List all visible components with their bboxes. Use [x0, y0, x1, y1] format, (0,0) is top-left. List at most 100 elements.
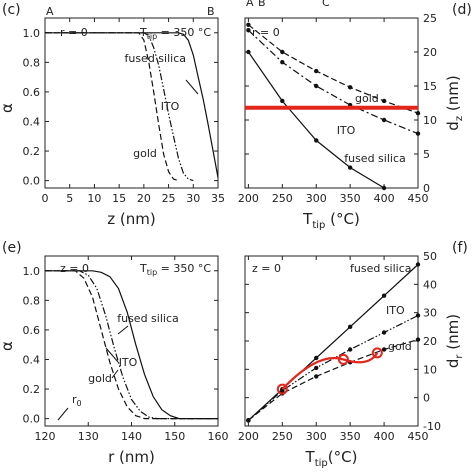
y-tick-label: 20 [423, 46, 437, 59]
corner-label-b: B [258, 0, 266, 9]
x-tick-label: 350 [340, 430, 361, 443]
x-tick-label: 300 [306, 192, 327, 205]
x-tick-label: 5 [66, 192, 73, 205]
y-tick-label: 0.8 [23, 294, 41, 307]
data-point [246, 418, 251, 423]
annotation-z0: z = 0 [252, 262, 281, 275]
corner-label-c: C [322, 0, 330, 9]
series-line-fused-silica [45, 270, 218, 420]
y-tick-label: 40 [423, 278, 437, 291]
y-tick-label: 15 [423, 80, 437, 93]
x-tick-label: 400 [374, 430, 395, 443]
corner-label-a: A [246, 0, 254, 9]
legend-ito: ITO [119, 356, 138, 369]
x-axis-label-sub: tip [315, 458, 328, 469]
x-tick-label: 450 [408, 430, 429, 443]
legend-ito: ITO [161, 100, 180, 113]
x-tick-label: 15 [112, 192, 126, 205]
x-tick-label: 20 [137, 192, 151, 205]
data-point [415, 111, 421, 116]
y-axis-label: α [0, 103, 16, 113]
data-point [347, 347, 353, 352]
data-point [246, 28, 251, 33]
annotation-z0: z = 0 [60, 262, 89, 275]
x-axis-label-sub: tip [312, 220, 325, 231]
x-axis-label-unit: (°C) [325, 210, 359, 228]
x-tick-label: 35 [211, 192, 225, 205]
legend-gold: gold [88, 372, 112, 385]
highlight-curve [281, 352, 379, 390]
data-point [314, 138, 319, 143]
y-tick-label: 25 [423, 12, 437, 25]
x-axis-label: r (nm) [108, 448, 155, 466]
y-tick-label: 50 [423, 250, 437, 263]
panel-label: (c) [2, 2, 21, 18]
leader-r0 [57, 407, 69, 421]
annotation-temperature: Ttip = 350 °C [139, 262, 211, 277]
data-point [381, 185, 387, 191]
y-tick-label: 5 [423, 148, 430, 161]
temp-sub: tip [147, 268, 157, 277]
data-point [280, 98, 285, 104]
annotation-r0: r = 0 [252, 26, 280, 39]
x-tick-label: 0 [42, 192, 49, 205]
y-axis-label: α [0, 341, 16, 351]
series-line-fused-silica [247, 264, 419, 421]
y-tick-label: 30 [423, 307, 437, 320]
legend-ito: ITO [386, 304, 405, 317]
panel-e: 120 130 140 150 160 0.0 0.2 0.4 0.6 0.8 1.0(e) α r (… [0, 240, 229, 466]
legend-gold: gold [388, 340, 412, 353]
series-line-ITO [45, 32, 194, 182]
temp-symbol: T [139, 26, 147, 39]
x-tick-label: 200 [238, 192, 259, 205]
annotation-r0: r0 [72, 393, 82, 408]
data-point [381, 117, 387, 123]
legend-gold: gold [355, 92, 379, 105]
x-tick-label: 10 [87, 192, 101, 205]
data-point [314, 374, 319, 379]
legend-fused: fused silica [117, 312, 179, 325]
y-tick-label: 1.0 [23, 27, 41, 40]
data-point [347, 85, 353, 90]
legend-gold: gold [133, 147, 157, 160]
y-tick-label: 0.6 [23, 86, 41, 99]
y-tick-label: 0 [423, 392, 430, 405]
data-point [347, 165, 353, 170]
y-tick-label: 0 [423, 182, 430, 195]
panel-c: 0 5 10 15 20 25 30 35 0.0 0.2 0.4 0.6 0.8 1.0(c) α z (n… [0, 2, 225, 228]
annotation-r0: r = 0 [60, 26, 88, 39]
y-axis-label: dz (nm) [444, 75, 465, 130]
data-point [246, 49, 251, 55]
data-point [314, 365, 319, 371]
x-tick-label: 120 [35, 430, 56, 443]
x-tick-label: 350 [340, 192, 361, 205]
highlight-marker [371, 347, 383, 359]
y-axis-label-sub: r [454, 354, 465, 359]
x-tick-label: 300 [306, 430, 327, 443]
corner-label-b: B [207, 5, 215, 18]
y-tick-label: 10 [423, 363, 437, 376]
x-tick-label: 250 [272, 430, 293, 443]
y-axis-label-unit: (nm) [444, 75, 462, 116]
panel-f: 200 250 300 350 400 450-1001020304050(f)Ttip(… [238, 240, 468, 469]
highlight-marker [276, 383, 288, 395]
series-line-gold [45, 270, 218, 420]
x-axis-label: Ttip (°C) [302, 210, 360, 231]
y-axis-label-main: d [444, 359, 462, 369]
data-point [415, 313, 421, 318]
series-line-gold [248, 339, 419, 421]
y-tick-label: 0.2 [23, 145, 41, 158]
x-tick-label: 400 [374, 192, 395, 205]
leader-gold [111, 369, 119, 379]
x-tick-label: 250 [272, 192, 293, 205]
data-point [280, 60, 285, 65]
x-axis-label: z (nm) [107, 210, 155, 228]
highlight-marker [337, 353, 349, 365]
x-axis-label: Ttip(°C) [305, 448, 358, 469]
leader-fused [185, 79, 199, 95]
series-line-gold [45, 32, 179, 182]
data-point [381, 330, 387, 335]
x-tick-label: 450 [408, 192, 429, 205]
temp-sub: tip [147, 32, 157, 41]
